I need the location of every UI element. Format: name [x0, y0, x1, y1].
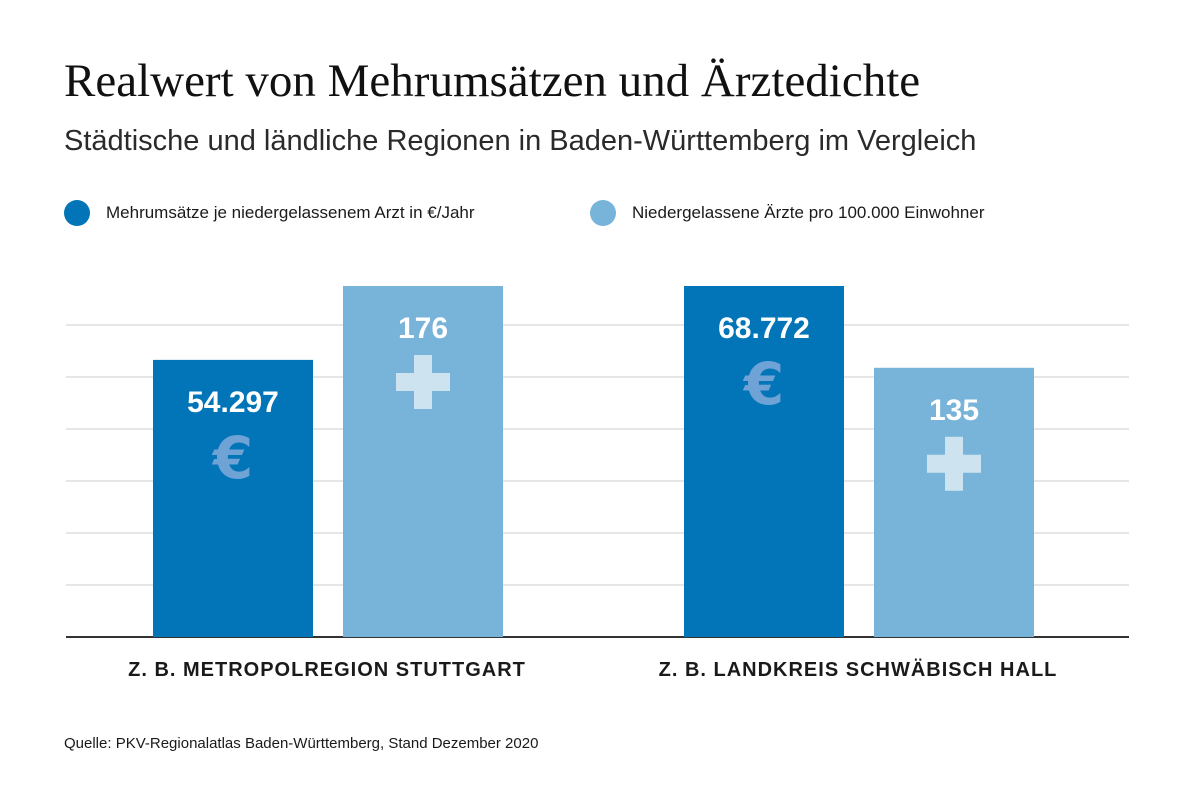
plus-icon [927, 436, 981, 491]
chart-title: Realwert von Mehrumsätzen und Ärztedicht… [64, 55, 921, 107]
plus-icon-horizontal [927, 454, 981, 473]
bar-revenue [153, 359, 313, 637]
legend-label-revenue: Mehrumsätze je niedergelassenem Arzt in … [106, 203, 475, 222]
x-axis-labels: Z. B. METROPOLREGION STUTTGART Z. B. LAND… [128, 658, 1058, 681]
euro-icon: € [211, 424, 253, 492]
data-label-doctors: 176 [398, 312, 448, 345]
data-label-revenue: 54.297 [187, 386, 279, 419]
legend-label-doctors: Niedergelassene Ärzte pro 100.000 Einwoh… [632, 203, 985, 222]
source-note: Quelle: PKV-Regionalatlas Baden-Württemb… [64, 735, 539, 752]
legend-swatch-revenue [64, 200, 90, 226]
plus-icon [396, 355, 450, 409]
legend-item-doctors: Niedergelassene Ärzte pro 100.000 Einwoh… [590, 198, 985, 228]
bar-doctors [874, 367, 1034, 637]
legend-item-revenue: Mehrumsätze je niedergelassenem Arzt in … [64, 198, 475, 228]
euro-icon: € [742, 350, 784, 418]
x-axis-label: Z. B. LANDKREIS SCHWÄBISCH HALL [659, 658, 1058, 681]
data-label-doctors: 135 [929, 394, 979, 427]
data-label-revenue: 68.772 [718, 312, 810, 345]
bar-revenue [684, 286, 844, 637]
legend-swatch-doctors [590, 200, 616, 226]
x-axis-label: Z. B. METROPOLREGION STUTTGART [128, 659, 526, 681]
plus-icon-horizontal [396, 373, 450, 391]
chart-subtitle: Städtische und ländliche Regionen in Bad… [64, 125, 977, 157]
bar-doctors [343, 286, 503, 637]
bars: 54.297 €176 68.772 € 135 [153, 286, 1034, 637]
